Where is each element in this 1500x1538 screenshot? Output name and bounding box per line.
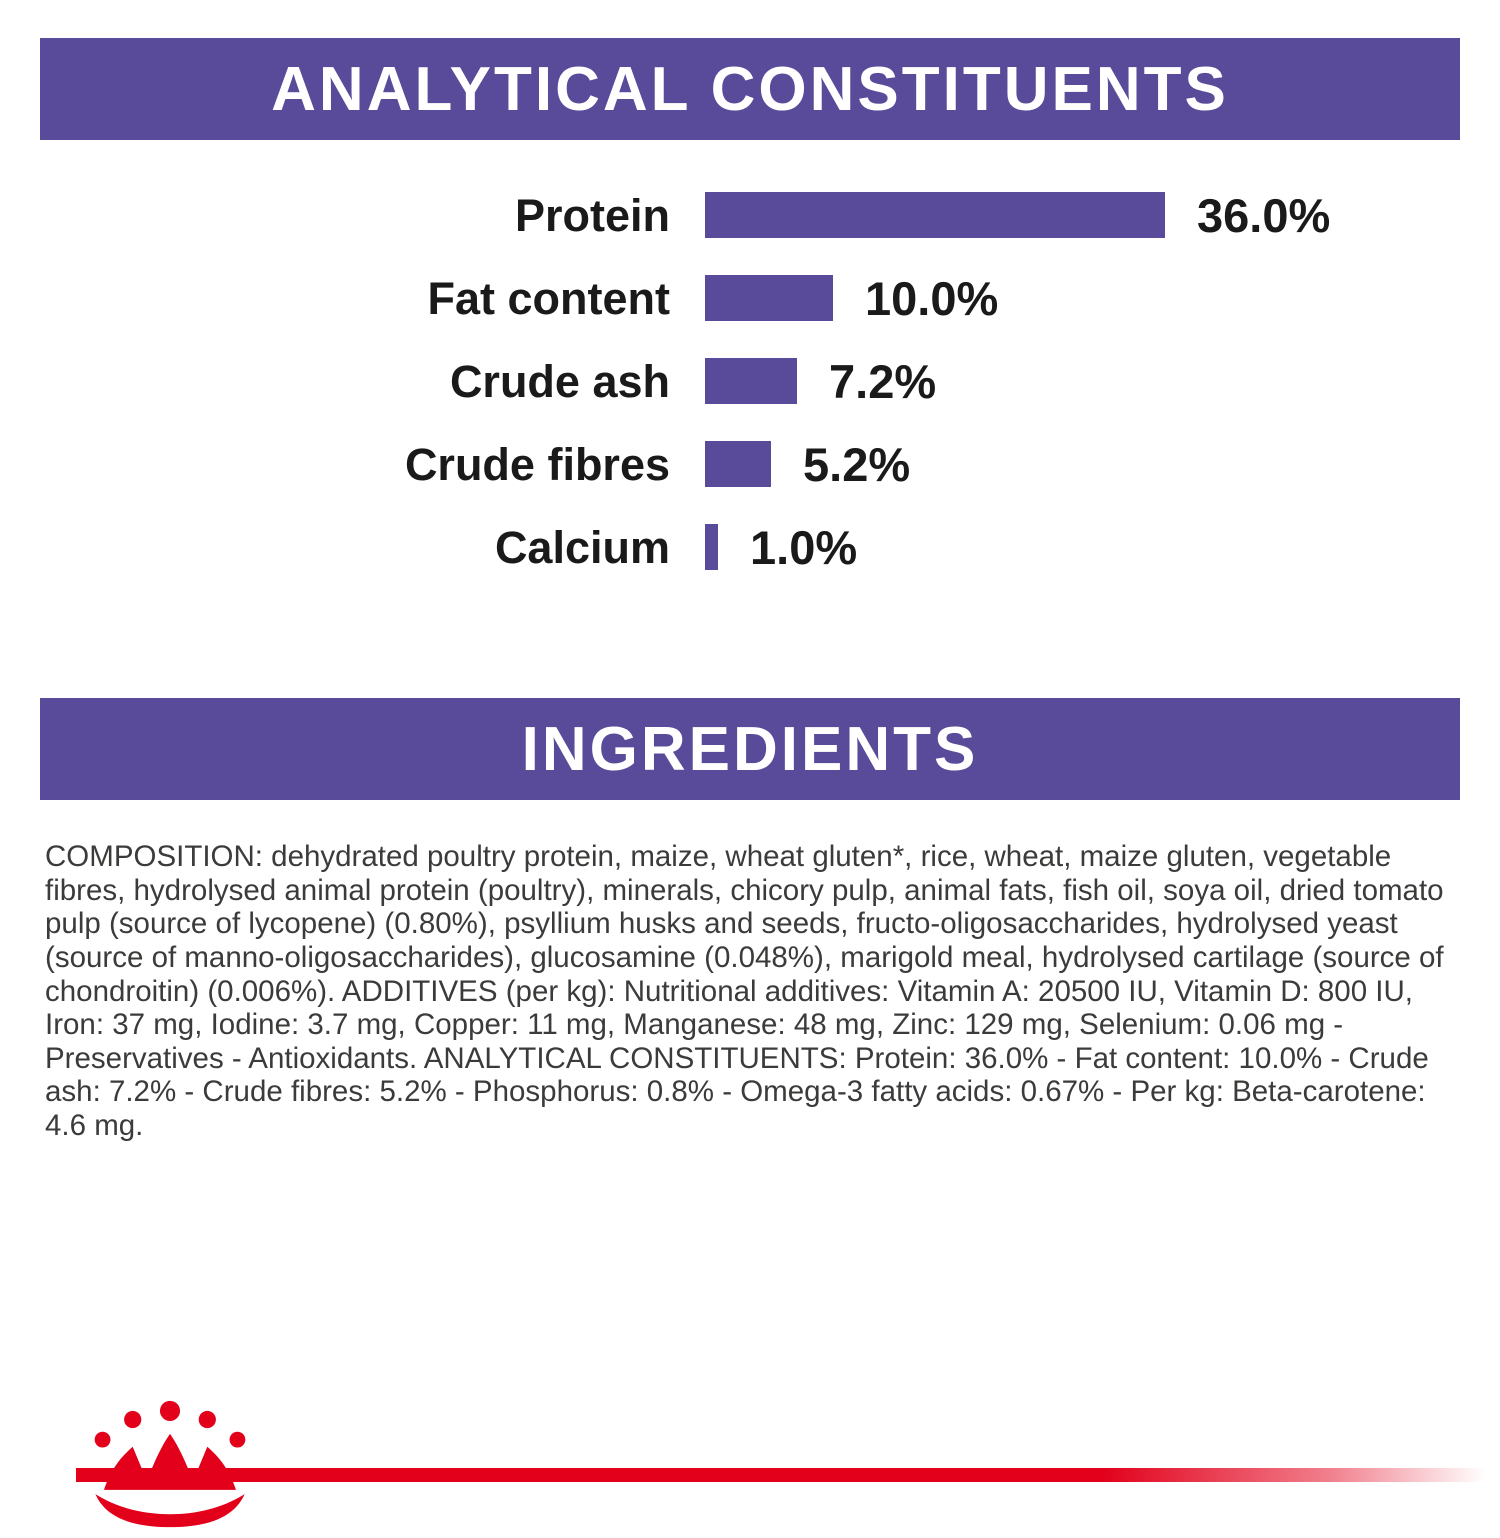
- ingredients-banner: INGREDIENTS: [40, 698, 1460, 800]
- chart-bar-area: 1.0%: [705, 524, 857, 571]
- chart-row-crude-fibres: Crude fibres 5.2%: [0, 438, 1500, 490]
- chart-category-label: Protein: [514, 189, 670, 241]
- chart-row-calcium: Calcium 1.0%: [0, 521, 1500, 573]
- chart-bar-area: 7.2%: [705, 358, 936, 405]
- analytical-constituents-banner: ANALYTICAL CONSTITUENTS: [40, 38, 1460, 140]
- chart-bar: [705, 192, 1165, 238]
- chart-bar: [705, 524, 718, 570]
- chart-bar: [705, 275, 833, 321]
- red-accent-stripe: [76, 1468, 1500, 1482]
- chart-bar-area: 5.2%: [705, 441, 910, 488]
- royal-canin-crown-logo: [94, 1400, 246, 1528]
- chart-row-protein: Protein 36.0%: [0, 189, 1500, 241]
- analytical-constituents-title: ANALYTICAL CONSTITUENTS: [271, 54, 1229, 124]
- chart-bar-area: 10.0%: [705, 275, 998, 322]
- chart-category-label: Crude fibres: [404, 438, 670, 490]
- chart-category-label: Calcium: [494, 521, 670, 573]
- chart-bar: [705, 358, 797, 404]
- ingredients-composition-text: COMPOSITION: dehydrated poultry protein,…: [45, 840, 1444, 1142]
- chart-value-label: 36.0%: [1197, 188, 1331, 242]
- chart-bar-area: 36.0%: [705, 192, 1330, 239]
- footer: [0, 1388, 1500, 1538]
- chart-bar: [705, 441, 771, 487]
- chart-row-crude-ash: Crude ash 7.2%: [0, 355, 1500, 407]
- chart-value-label: 10.0%: [865, 271, 999, 325]
- chart-row-fat-content: Fat content 10.0%: [0, 272, 1500, 324]
- chart-value-label: 5.2%: [803, 437, 911, 491]
- chart-category-label: Fat content: [427, 272, 671, 324]
- chart-category-label: Crude ash: [449, 355, 670, 407]
- ingredients-title: INGREDIENTS: [521, 714, 979, 784]
- chart-value-label: 7.2%: [829, 354, 937, 408]
- analytical-constituents-chart: Protein 36.0% Fat content 10.0% Crude as…: [0, 189, 1500, 573]
- chart-value-label: 1.0%: [750, 520, 858, 574]
